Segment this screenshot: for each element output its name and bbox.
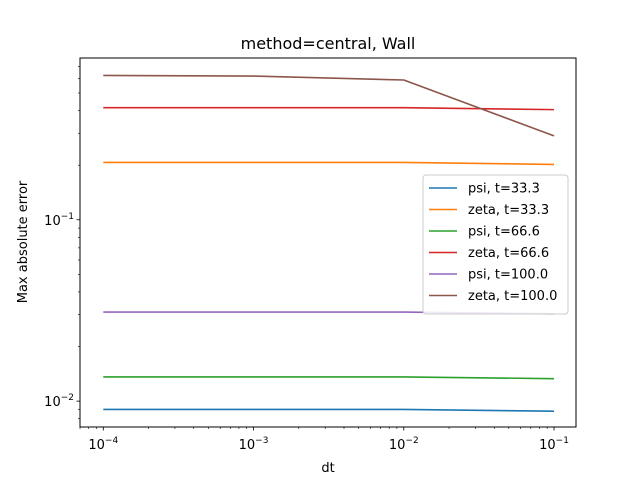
y-axis-label: Max absolute error [16,180,31,303]
legend: psi, t=33.3 zeta, t=33.3 psi, t=66.6 zeta, … [422,174,569,315]
x-tick-label: 10−1 [539,436,569,453]
x-tick-label: 10−4 [88,436,118,453]
legend-label: zeta, t=33.3 [468,203,549,218]
y-tick-label: 10−1 [44,212,74,229]
legend-box [422,174,569,315]
x-axis-label: dt [321,461,334,476]
legend-label: zeta, t=66.6 [468,246,549,261]
series-line-6 [103,74,555,137]
legend-label: psi, t=66.6 [468,225,540,240]
series-line-1 [103,408,555,412]
chart-title: method=central, Wall [241,34,416,53]
x-tick-label: 10−2 [389,436,419,453]
plot-area-frame [79,57,577,428]
y-axis: 10−2 10−1 [44,66,80,420]
series-line-3 [103,376,555,380]
x-axis: 10−4 10−3 10−2 10−1 [79,427,569,453]
y-tick-label: 10−2 [44,393,74,410]
x-tick-label: 10−3 [239,436,269,453]
series-line-2 [103,161,555,166]
series-layer [103,74,555,412]
legend-label: zeta, t=100.0 [468,289,557,304]
legend-label: psi, t=33.3 [468,182,540,197]
legend-label: psi, t=100.0 [468,268,548,283]
